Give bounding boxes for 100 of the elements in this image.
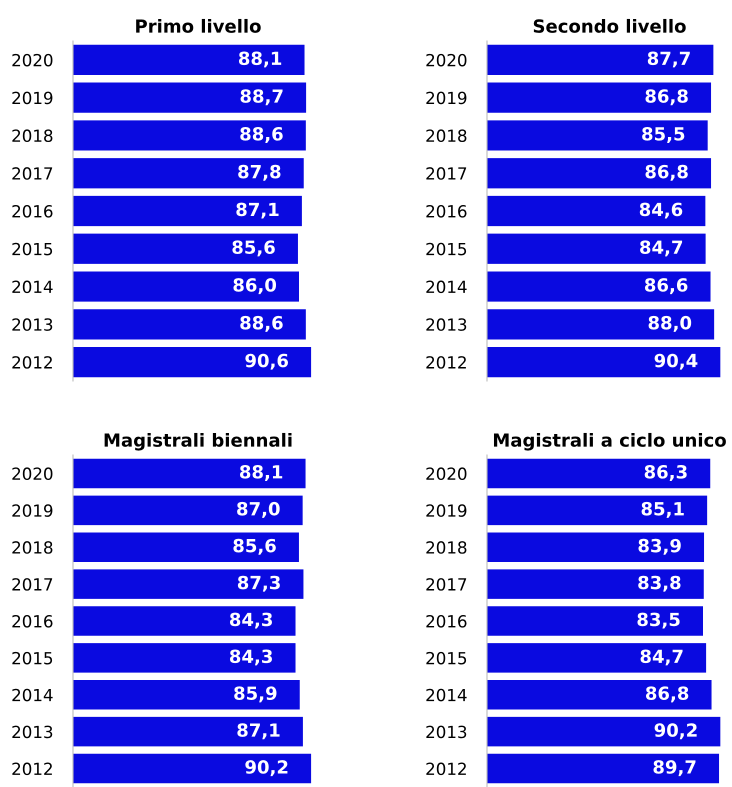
data-label: 90,4 bbox=[654, 354, 698, 370]
data-label: 90,2 bbox=[245, 760, 288, 776]
bar bbox=[73, 754, 312, 784]
data-label: 90,6 bbox=[245, 354, 288, 370]
data-label: 87,1 bbox=[237, 723, 280, 740]
data-label: 83,8 bbox=[638, 576, 681, 592]
bar bbox=[487, 234, 706, 264]
data-label: 89,7 bbox=[653, 760, 696, 776]
y-tick-label: 2016 bbox=[426, 204, 467, 218]
data-label: 86,0 bbox=[233, 278, 276, 294]
y-tick-label: 2015 bbox=[426, 652, 466, 664]
data-label: 86,8 bbox=[645, 164, 688, 181]
data-label: 88,1 bbox=[240, 465, 282, 481]
y-tick-label: 2016 bbox=[12, 204, 53, 218]
y-tick-label: 2014 bbox=[12, 688, 53, 702]
bar bbox=[73, 606, 296, 636]
y-tick-label: 2013 bbox=[426, 726, 466, 738]
y-tick-label: 2017 bbox=[426, 167, 466, 180]
chart-title: Magistrali a ciclo unico bbox=[494, 432, 726, 451]
y-tick-label: 2013 bbox=[426, 318, 466, 331]
y-tick-label: 2019 bbox=[426, 504, 466, 517]
data-label: 85,6 bbox=[232, 240, 275, 256]
bar bbox=[487, 82, 712, 113]
bar bbox=[487, 680, 712, 710]
bar bbox=[487, 716, 720, 746]
y-tick-label: 2018 bbox=[426, 129, 466, 142]
y-tick-label: 2013 bbox=[12, 726, 52, 738]
bar bbox=[487, 271, 711, 302]
y-tick-label: 2018 bbox=[12, 541, 52, 554]
data-label: 85,9 bbox=[234, 686, 276, 702]
data-label: 85,1 bbox=[642, 502, 684, 518]
data-label: 87,1 bbox=[236, 202, 279, 219]
y-tick-label: 2020 bbox=[426, 54, 466, 66]
bar bbox=[487, 44, 714, 75]
y-tick-label: 2020 bbox=[426, 467, 466, 480]
data-label: 88,7 bbox=[240, 89, 283, 106]
bar bbox=[73, 458, 306, 488]
data-label: 85,6 bbox=[233, 538, 276, 555]
bar bbox=[487, 120, 708, 151]
bar bbox=[73, 569, 304, 599]
y-tick-label: 2018 bbox=[426, 541, 466, 554]
data-label: 88,6 bbox=[240, 316, 283, 332]
y-tick-label: 2014 bbox=[426, 280, 467, 294]
bar bbox=[487, 196, 706, 226]
y-tick-label: 2017 bbox=[12, 167, 52, 180]
y-tick-label: 2013 bbox=[12, 318, 52, 331]
y-tick-label: 2020 bbox=[12, 54, 52, 66]
bar bbox=[73, 532, 299, 562]
data-label: 85,5 bbox=[642, 127, 684, 143]
data-label: 90,2 bbox=[654, 723, 697, 740]
bar bbox=[487, 643, 706, 673]
y-tick-label: 2015 bbox=[426, 242, 466, 256]
y-tick-label: 2017 bbox=[12, 578, 52, 591]
y-tick-label: 2015 bbox=[12, 652, 52, 664]
data-label: 84,3 bbox=[230, 612, 272, 629]
chart-title: Magistrali biennali bbox=[104, 432, 292, 451]
y-tick-label: 2012 bbox=[426, 762, 466, 776]
y-tick-label: 2019 bbox=[12, 92, 52, 104]
y-tick-label: 2012 bbox=[12, 762, 52, 776]
bar bbox=[487, 754, 720, 784]
bar bbox=[487, 158, 712, 188]
y-tick-label: 2014 bbox=[12, 280, 53, 294]
data-label: 84,7 bbox=[640, 649, 683, 666]
bar bbox=[487, 532, 704, 562]
chart-title: Primo livello bbox=[136, 18, 261, 33]
y-tick-label: 2017 bbox=[426, 578, 466, 591]
y-tick-label: 2012 bbox=[12, 356, 52, 369]
data-label: 86,8 bbox=[646, 686, 688, 702]
data-label: 83,9 bbox=[638, 538, 681, 555]
bar bbox=[487, 309, 714, 340]
y-tick-label: 2015 bbox=[12, 242, 52, 256]
y-tick-label: 2019 bbox=[12, 504, 52, 517]
data-label: 86,6 bbox=[644, 278, 688, 294]
data-label: 87,3 bbox=[238, 576, 280, 592]
bar bbox=[73, 680, 300, 710]
data-label: 86,3 bbox=[644, 465, 687, 481]
data-label: 83,5 bbox=[637, 612, 680, 629]
y-tick-label: 2018 bbox=[12, 129, 52, 142]
bar bbox=[73, 496, 303, 526]
data-label: 87,8 bbox=[238, 164, 280, 181]
bar bbox=[73, 716, 303, 746]
data-label: 88,1 bbox=[238, 51, 282, 68]
bar bbox=[487, 606, 703, 636]
bar bbox=[487, 347, 720, 378]
data-label: 87,0 bbox=[237, 502, 280, 518]
y-tick-label: 2016 bbox=[426, 614, 467, 628]
data-label: 87,7 bbox=[648, 51, 690, 68]
data-label: 84,7 bbox=[640, 240, 682, 256]
y-tick-label: 2014 bbox=[426, 688, 467, 702]
data-label: 88,0 bbox=[648, 316, 692, 332]
data-label: 88,6 bbox=[240, 127, 283, 143]
chart-title: Secondo livello bbox=[534, 18, 686, 33]
y-tick-label: 2012 bbox=[426, 356, 466, 369]
bar bbox=[487, 496, 708, 526]
data-label: 84,6 bbox=[640, 202, 682, 219]
bar bbox=[487, 569, 704, 599]
y-tick-label: 2020 bbox=[12, 467, 52, 480]
data-label: 86,8 bbox=[645, 89, 688, 106]
data-label: 84,3 bbox=[230, 649, 272, 666]
bar bbox=[73, 643, 296, 673]
